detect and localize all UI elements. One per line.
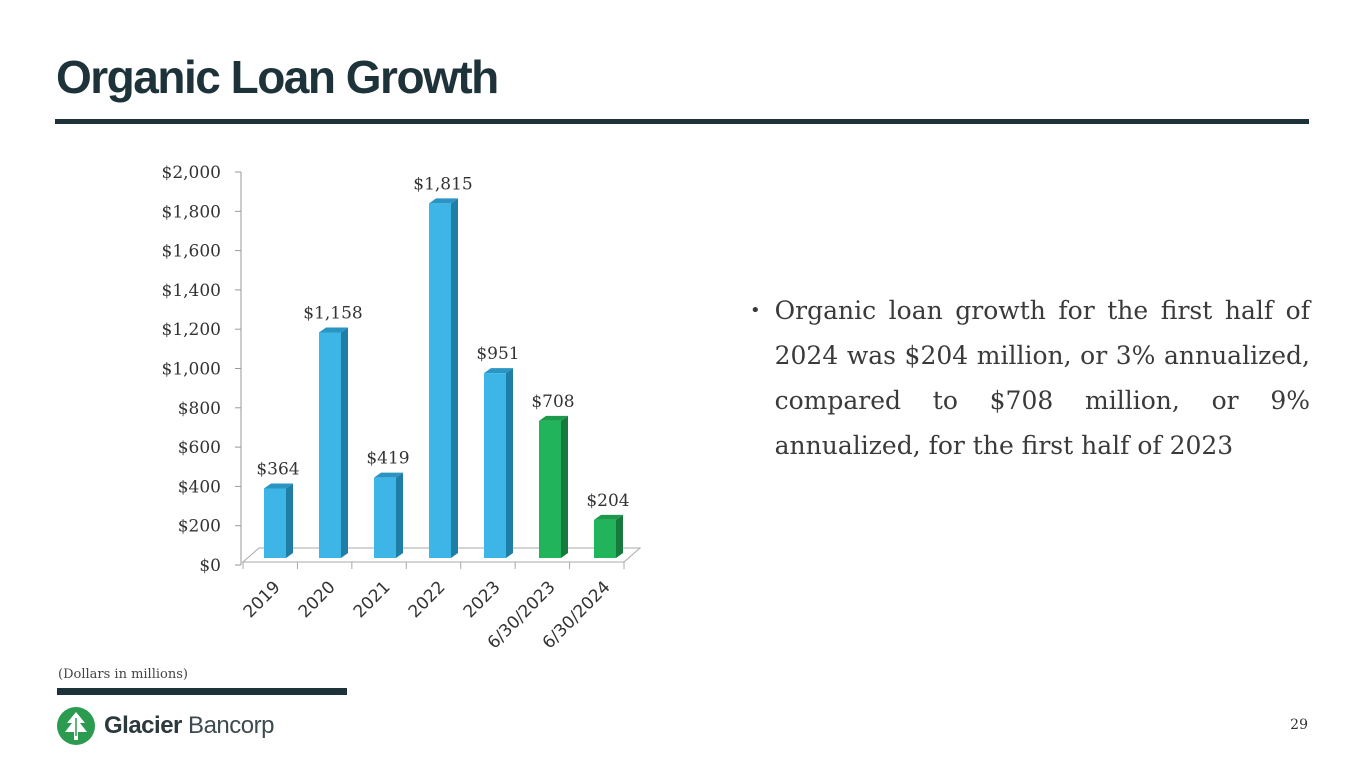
bullet-dot-icon: • — [750, 300, 761, 321]
title-divider — [55, 119, 1309, 124]
bar-side — [341, 327, 348, 558]
bar-top — [374, 472, 403, 478]
y-tick-label: $2,000 — [162, 163, 221, 183]
data-label: $708 — [531, 392, 574, 412]
bullet-point: • Organic loan growth for the first half… — [750, 288, 1310, 468]
page-number: 29 — [1290, 717, 1308, 733]
y-tick-label: $0 — [199, 556, 221, 576]
y-tick-label: $1,600 — [162, 242, 221, 262]
bar-top — [264, 483, 293, 489]
bar-side — [451, 198, 458, 559]
y-tick-label: $1,400 — [162, 281, 221, 301]
tree-icon — [57, 707, 95, 745]
footnote-divider — [57, 688, 347, 695]
bar-side — [286, 483, 293, 558]
bar — [539, 420, 561, 558]
x-tick-label: 2020 — [295, 577, 340, 622]
data-label: $1,158 — [303, 303, 362, 323]
bar — [429, 203, 451, 559]
data-label: $364 — [256, 459, 299, 479]
logo-wordmark: Glacier Bancorp — [104, 712, 274, 740]
y-tick-label: $200 — [178, 517, 221, 537]
bar-top — [319, 327, 348, 333]
bar-2021 — [374, 472, 403, 558]
data-label: $1,815 — [413, 174, 472, 194]
data-label: $419 — [366, 449, 409, 469]
y-tick-label: $1,200 — [162, 320, 221, 340]
bar-side — [396, 472, 403, 558]
bar-2023 — [484, 368, 513, 558]
bar — [594, 519, 616, 558]
y-tick-label: $800 — [178, 399, 221, 419]
bar-top — [539, 415, 568, 421]
bar — [264, 488, 286, 558]
y-tick-label: $400 — [178, 477, 221, 497]
bar-chart: $0 $200 $400 $600 $800 $1,000 $1,200 $1,400 $1,6… — [162, 163, 642, 653]
logo-light-text: Bancorp — [181, 712, 274, 739]
bar-2020 — [319, 327, 348, 558]
x-tick-label: 2021 — [350, 577, 395, 622]
data-label: $204 — [586, 491, 629, 511]
logo-bold-text: Glacier — [104, 712, 182, 739]
page-title: Organic Loan Growth — [56, 51, 499, 103]
bar-top — [594, 514, 623, 520]
bar — [374, 477, 396, 558]
bar-side — [561, 415, 568, 558]
y-tick-label: $1,800 — [162, 202, 221, 222]
bar-top — [429, 198, 458, 204]
bar-side — [506, 368, 513, 558]
bar-side — [616, 514, 623, 558]
footnote: (Dollars in millions) — [58, 667, 188, 682]
bullet-text: Organic loan growth for the first half o… — [774, 296, 1310, 460]
x-tick-label: 2019 — [240, 577, 285, 622]
company-logo: Glacier Bancorp — [56, 706, 274, 746]
bar-6/30/2023 — [539, 415, 568, 558]
bar-6/30/2024 — [594, 514, 623, 558]
x-tick-label: 2022 — [405, 577, 450, 622]
x-tick-label: 2023 — [460, 577, 505, 622]
y-tick-label: $600 — [178, 438, 221, 458]
bar — [319, 332, 341, 558]
bar-2022 — [429, 198, 458, 559]
data-label: $951 — [476, 344, 519, 364]
bar — [484, 373, 506, 558]
bar-2019 — [264, 483, 293, 558]
bar-top — [484, 368, 513, 374]
y-tick-label: $1,000 — [162, 360, 221, 380]
